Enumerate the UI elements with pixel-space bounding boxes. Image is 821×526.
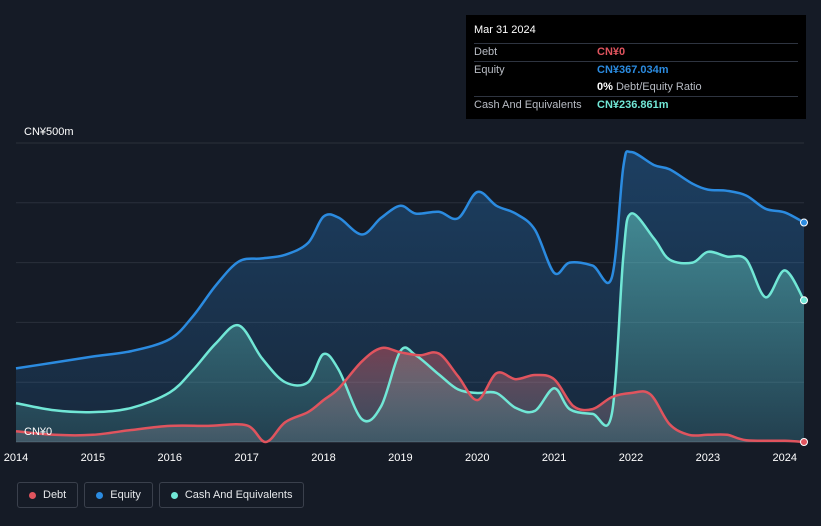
x-tick-label: 2023 bbox=[696, 452, 720, 464]
x-tick-label: 2024 bbox=[773, 452, 797, 464]
legend-equity-label: Equity bbox=[110, 489, 141, 501]
tooltip-debt-value: CN¥0 bbox=[597, 44, 625, 61]
tooltip-debt-row: Debt CN¥0 bbox=[474, 43, 798, 61]
legend-debt-dot-icon bbox=[29, 492, 36, 499]
legend-equity-dot-icon bbox=[96, 492, 103, 499]
legend-debt-label: Debt bbox=[43, 489, 66, 501]
legend-cash[interactable]: Cash And Equivalents bbox=[159, 482, 305, 508]
tooltip-ratio-label: Debt/Equity Ratio bbox=[616, 81, 702, 93]
x-tick-label: 2017 bbox=[234, 452, 258, 464]
tooltip-ratio-value: 0% bbox=[597, 81, 613, 93]
equity-end-marker[interactable] bbox=[801, 219, 808, 226]
x-axis-ticks: 2014 2015 2016 2017 2018 2019 2020 2021 2022 2023… bbox=[4, 452, 797, 464]
cash-end-marker[interactable] bbox=[801, 297, 808, 304]
legend-cash-label: Cash And Equivalents bbox=[185, 489, 293, 501]
x-tick-label: 2014 bbox=[4, 452, 28, 464]
x-tick-label: 2019 bbox=[388, 452, 412, 464]
legend-equity[interactable]: Equity bbox=[84, 482, 153, 508]
legend-debt[interactable]: Debt bbox=[17, 482, 78, 508]
tooltip-equity-value: CN¥367.034m bbox=[597, 62, 669, 79]
tooltip-cash-row: Cash And Equivalents CN¥236.861m bbox=[474, 96, 798, 114]
y-axis-top-label: CN¥500m bbox=[24, 126, 74, 138]
tooltip-cash-value: CN¥236.861m bbox=[597, 97, 669, 114]
x-tick-label: 2020 bbox=[465, 452, 489, 464]
x-tick-label: 2022 bbox=[619, 452, 643, 464]
tooltip-equity-row: Equity CN¥367.034m bbox=[474, 61, 798, 79]
tooltip-equity-label: Equity bbox=[474, 62, 597, 79]
legend-cash-dot-icon bbox=[171, 492, 178, 499]
legend: Debt Equity Cash And Equivalents bbox=[17, 482, 304, 508]
tooltip-date: Mar 31 2024 bbox=[474, 21, 798, 43]
tooltip-ratio-row: 0% Debt/Equity Ratio bbox=[474, 79, 798, 96]
tooltip-cash-label: Cash And Equivalents bbox=[474, 97, 597, 114]
debt-end-marker[interactable] bbox=[801, 439, 808, 446]
x-tick-label: 2015 bbox=[81, 452, 105, 464]
tooltip-debt-label: Debt bbox=[474, 44, 597, 61]
x-tick-label: 2018 bbox=[311, 452, 335, 464]
y-axis-bottom-label: CN¥0 bbox=[24, 426, 52, 438]
tooltip-panel: Mar 31 2024 Debt CN¥0 Equity CN¥367.034m… bbox=[466, 15, 806, 119]
x-tick-label: 2016 bbox=[158, 452, 182, 464]
x-tick-label: 2021 bbox=[542, 452, 566, 464]
